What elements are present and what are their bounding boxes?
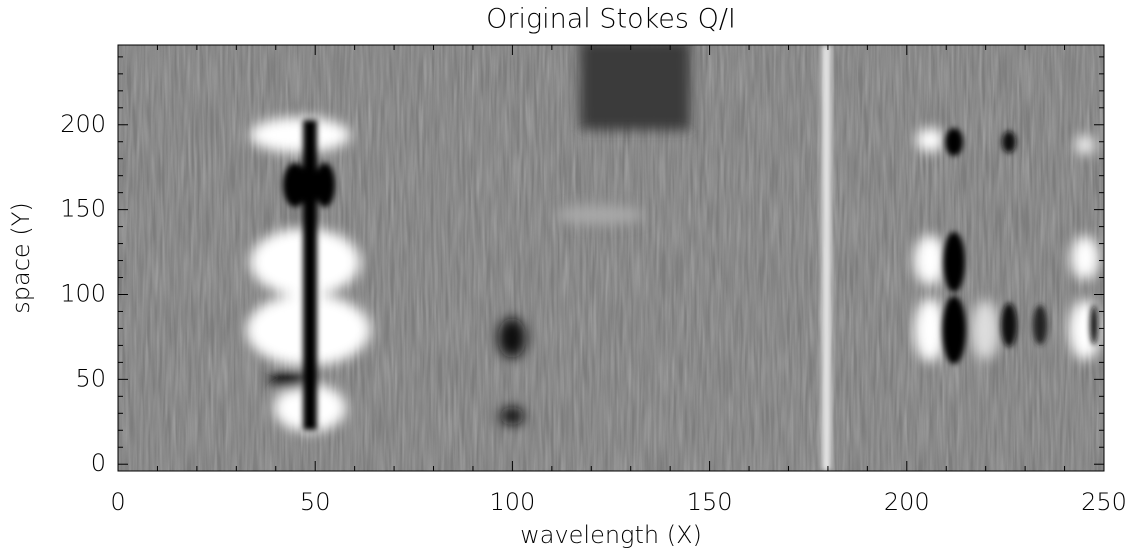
plot-frame [117, 44, 1105, 472]
y-tick-label: 100 [60, 279, 106, 307]
y-tick-label: 0 [91, 449, 106, 477]
x-axis-label: wavelength (X) [520, 521, 702, 548]
y-tick-label: 50 [75, 364, 106, 392]
x-tick-label: 100 [489, 488, 535, 516]
y-axis-label: space (Y) [7, 202, 35, 313]
image [118, 45, 1104, 471]
chart-title: Original Stokes Q/I [486, 4, 736, 35]
x-tick-label: 200 [884, 488, 930, 516]
x-tick-label: 250 [1081, 488, 1127, 516]
y-tick-label: 150 [60, 195, 106, 223]
y-tick-label: 200 [60, 110, 106, 138]
x-tick-label: 150 [687, 488, 733, 516]
x-tick-label: 50 [300, 488, 331, 516]
x-tick-label: 0 [110, 488, 125, 516]
